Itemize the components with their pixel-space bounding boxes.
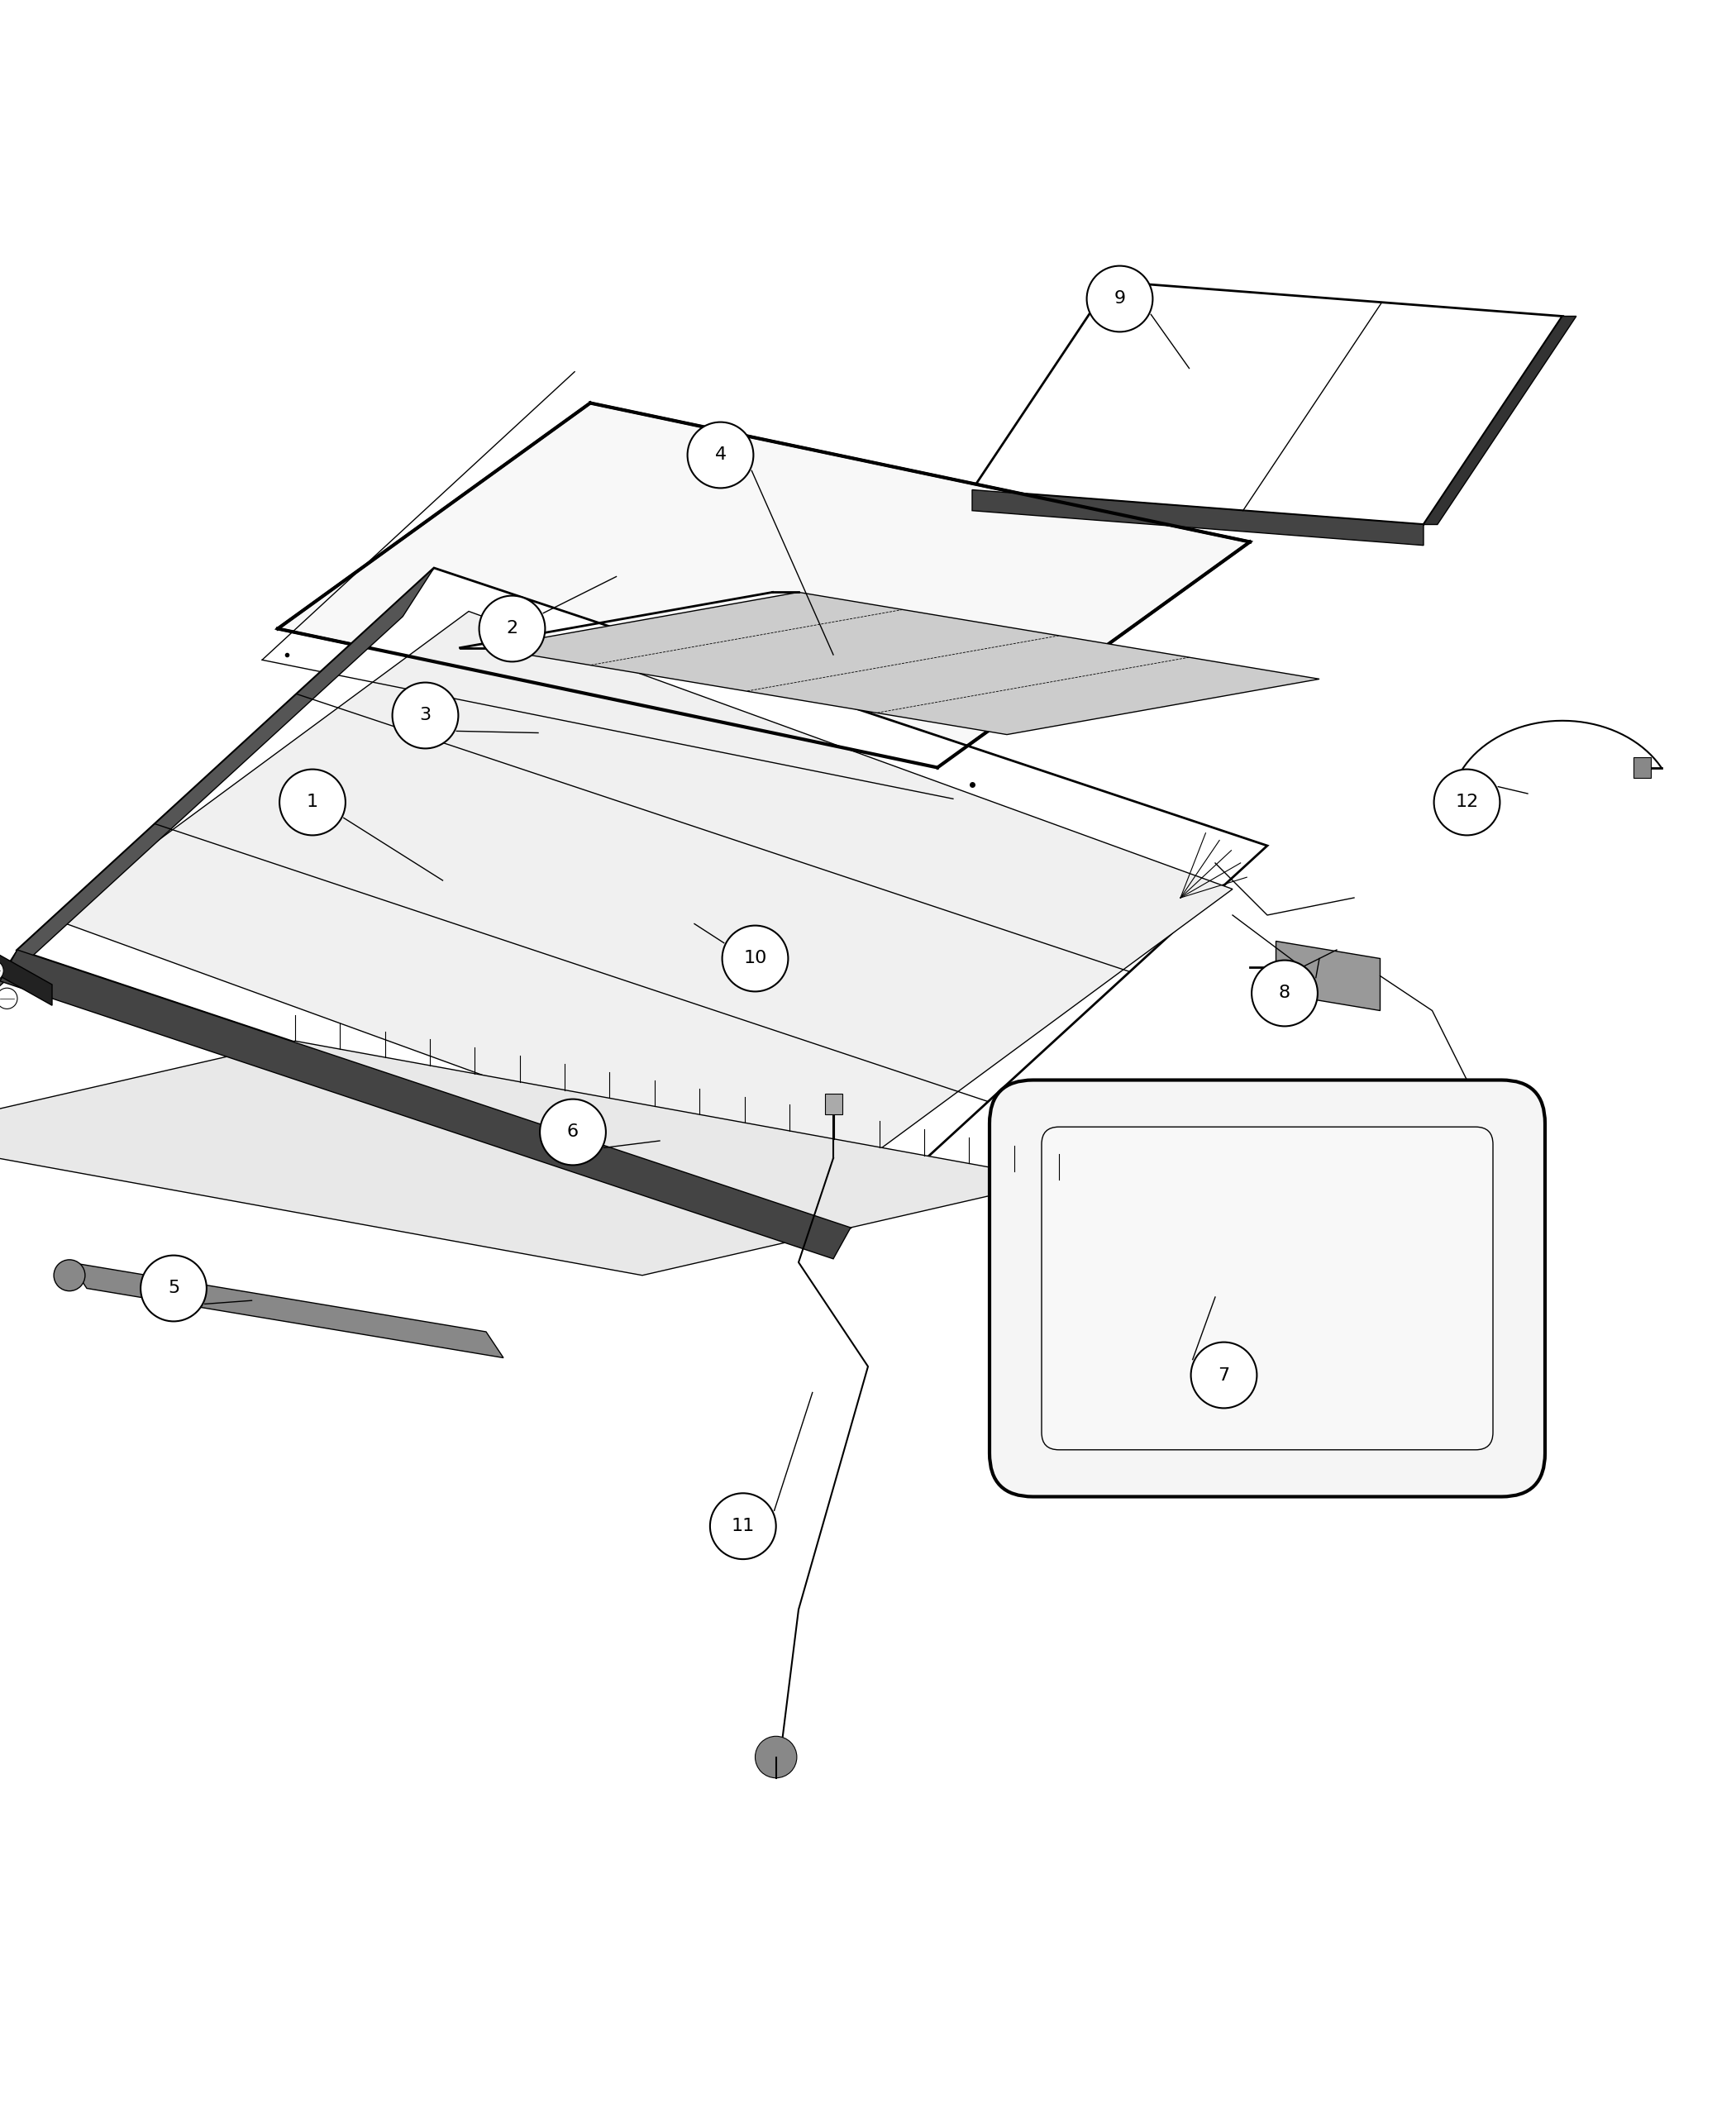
Text: 7: 7 [1219, 1366, 1229, 1383]
Text: 6: 6 [568, 1124, 578, 1140]
Text: 10: 10 [743, 951, 767, 968]
Text: 8: 8 [1279, 984, 1290, 1001]
Circle shape [687, 422, 753, 489]
Circle shape [710, 1492, 776, 1560]
Polygon shape [17, 567, 1267, 1227]
Text: 4: 4 [715, 447, 726, 464]
Polygon shape [278, 403, 1250, 767]
Bar [1634, 757, 1651, 778]
Text: 12: 12 [1455, 795, 1479, 812]
Polygon shape [972, 489, 1424, 546]
Polygon shape [69, 1263, 503, 1358]
Polygon shape [0, 951, 851, 1258]
Text: 5: 5 [168, 1280, 179, 1296]
Circle shape [1434, 769, 1500, 835]
Circle shape [141, 1256, 207, 1322]
Polygon shape [972, 282, 1562, 525]
Polygon shape [1424, 316, 1576, 525]
Circle shape [1087, 266, 1153, 331]
Polygon shape [0, 567, 434, 999]
FancyBboxPatch shape [1042, 1128, 1493, 1450]
Polygon shape [0, 906, 52, 1006]
Circle shape [540, 1098, 606, 1166]
Circle shape [1191, 1343, 1257, 1408]
Circle shape [722, 925, 788, 991]
Circle shape [755, 1737, 797, 1777]
Polygon shape [52, 611, 1233, 1197]
Polygon shape [0, 1041, 1059, 1275]
Circle shape [54, 1261, 85, 1290]
Text: 3: 3 [420, 706, 431, 723]
Text: 1: 1 [307, 795, 318, 812]
Circle shape [0, 989, 17, 1010]
Circle shape [1252, 961, 1318, 1027]
Polygon shape [1276, 940, 1380, 1010]
Circle shape [0, 961, 3, 980]
Polygon shape [486, 592, 1319, 734]
Circle shape [279, 769, 345, 835]
Text: 11: 11 [731, 1518, 755, 1535]
Bar [825, 1094, 842, 1115]
FancyBboxPatch shape [990, 1079, 1545, 1497]
Circle shape [479, 597, 545, 662]
Text: 9: 9 [1115, 291, 1125, 308]
Circle shape [392, 683, 458, 748]
Text: 2: 2 [507, 620, 517, 637]
